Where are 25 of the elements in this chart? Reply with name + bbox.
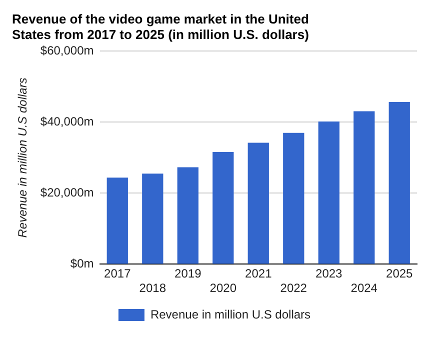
x-tick-label: 2022 xyxy=(280,281,308,296)
bar xyxy=(283,132,304,264)
x-tick-label: 2023 xyxy=(316,266,343,281)
y-tick-label: $60,000m xyxy=(40,44,94,58)
x-tick-label: 2020 xyxy=(210,281,237,296)
bar xyxy=(248,142,269,264)
bar xyxy=(106,178,128,264)
bar xyxy=(354,111,375,264)
x-tick-label: 2025 xyxy=(386,266,414,281)
bar xyxy=(388,102,410,264)
y-tick-label: $40,000m xyxy=(40,114,94,129)
y-axis-title: Revenue in million U.S dollars xyxy=(16,78,30,238)
x-tick-label: 2017 xyxy=(104,266,132,281)
x-tick-label: 2021 xyxy=(245,266,272,281)
x-tick-label: 2019 xyxy=(174,266,202,281)
legend-label: Revenue in million U.S dollars xyxy=(150,307,311,322)
x-tick-label: 2024 xyxy=(350,281,378,296)
x-tick-label: 2018 xyxy=(139,281,166,296)
y-tick-label: $0m xyxy=(70,256,94,271)
bar xyxy=(318,121,340,264)
bar xyxy=(177,167,198,264)
y-tick-label: $20,000m xyxy=(40,186,94,200)
bar xyxy=(212,152,234,264)
bar xyxy=(142,174,164,264)
chart-title: Revenue of the video game market in the United States from 2017 to 2025 (in million U.S. dollars) xyxy=(12,11,309,42)
